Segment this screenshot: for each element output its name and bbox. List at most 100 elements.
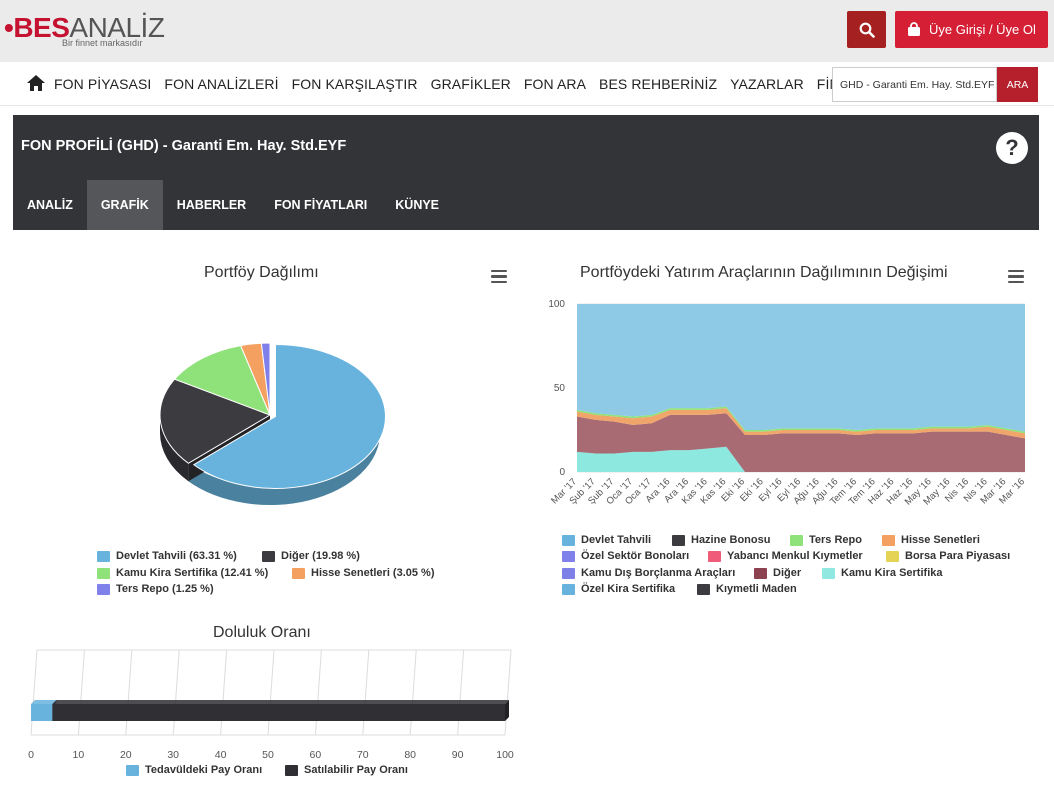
x-tick-label: 50: [262, 749, 274, 761]
y-tick-label: 100: [548, 299, 565, 310]
nav-fon-ara[interactable]: FON ARA: [523, 76, 587, 92]
pie-chart: [159, 342, 386, 505]
fund-search-button[interactable]: ARA: [997, 67, 1038, 102]
bar-side: [505, 700, 509, 721]
grid-line: [220, 649, 228, 736]
area-legend-item[interactable]: Yabancı Menkul Kıymetler: [708, 550, 863, 562]
pie-slice-kamu-kira-sertifika[interactable]: [173, 345, 271, 416]
legend-swatch: [126, 764, 139, 776]
grid-line: [125, 649, 133, 736]
legend-swatch: [97, 550, 110, 562]
home-icon[interactable]: [26, 74, 46, 92]
nav-fon-analizleri[interactable]: FON ANALİZLERİ: [164, 76, 279, 92]
legend-label: Diğer (19.98 %): [281, 550, 360, 562]
tab-grafik[interactable]: GRAFİK: [86, 180, 163, 230]
pie-slice-diğer[interactable]: [159, 378, 272, 464]
legend-label: Kıymetli Maden: [716, 583, 797, 595]
pie-legend-item[interactable]: Kamu Kira Sertifika (12.41 %): [97, 567, 268, 579]
legend-label: Yabancı Menkul Kıymetler: [727, 550, 863, 562]
area-legend-item[interactable]: Borsa Para Piyasası: [886, 550, 1010, 562]
pie-legend-item[interactable]: Diğer (19.98 %): [262, 550, 360, 562]
legend-label: Özel Kira Sertifika: [581, 583, 676, 595]
area-series-diğer[interactable]: [577, 413, 1025, 472]
legend-swatch: [262, 550, 275, 562]
pie-legend-item[interactable]: Ters Repo (1.25 %): [97, 583, 214, 595]
x-tick-label: 100: [496, 749, 514, 761]
bar-top: [52, 700, 509, 704]
area-legend-item[interactable]: Ters Repo: [790, 534, 862, 546]
legend-label: Ters Repo (1.25 %): [116, 583, 214, 595]
doluluk-legend-item[interactable]: Tedavüldeki Pay Oranı: [126, 764, 262, 776]
legend-label: Kamu Kira Sertifika (12.41 %): [116, 567, 269, 579]
legend-label: Devlet Tahvili: [581, 534, 652, 546]
area-legend-item[interactable]: Kamu Dış Borçlanma Araçları: [562, 567, 735, 579]
bar-segment-tedavüldeki-pay-oranı[interactable]: [31, 704, 53, 721]
profile-tabs: ANALİZ GRAFİK HABERLER FON FİYATLARI KÜN…: [13, 180, 453, 230]
grid-line: [362, 649, 370, 736]
grid-line: [457, 649, 465, 736]
besanaliz-logo[interactable]: •BESANALİZ Bir finnet markasıdır: [4, 10, 165, 54]
nav-bes-rehberiniz[interactable]: BES REHBERİNİZ: [599, 76, 718, 92]
legend-swatch: [697, 583, 710, 595]
area-legend-item[interactable]: Kamu Kira Sertifika: [822, 567, 942, 579]
x-tick-label: 60: [310, 749, 322, 761]
legend-label: Borsa Para Piyasası: [905, 550, 1011, 562]
legend-swatch: [882, 534, 895, 546]
tab-fon-fiyatlari[interactable]: FON FİYATLARI: [274, 198, 368, 212]
area-chart-menu-icon[interactable]: [1008, 270, 1024, 284]
pie-chart-title: Portföy Dağılımı: [204, 264, 319, 281]
pie-slice-side: [160, 415, 189, 482]
pie-slice-ters-repo[interactable]: [260, 342, 271, 416]
logo-tagline: Bir finnet markasıdır: [62, 38, 143, 48]
fund-select[interactable]: GHD - Garanti Em. Hay. Std.EYF ▼: [832, 67, 1006, 102]
search-icon: [859, 22, 875, 38]
pie-slice-devlet-tahvili[interactable]: [192, 343, 386, 489]
area-series-hisse-senetleri[interactable]: [577, 408, 1025, 439]
pie-legend-item[interactable]: Devlet Tahvili (63.31 %): [97, 550, 237, 562]
x-tick-label: 0: [28, 749, 34, 761]
legend-swatch: [672, 534, 685, 546]
doluluk-chart-title: Doluluk Oranı: [213, 624, 311, 641]
pie-chart-menu-icon[interactable]: [491, 270, 507, 284]
page-title: FON PROFİLİ (GHD) - Garanti Em. Hay. Std…: [21, 138, 347, 154]
grid-line: [409, 649, 417, 736]
x-tick-label: 20: [120, 749, 132, 761]
legend-swatch: [754, 567, 767, 579]
area-legend-item[interactable]: Hisse Senetleri: [882, 534, 980, 546]
tab-analiz[interactable]: ANALİZ: [27, 198, 73, 212]
grid-line: [504, 649, 512, 736]
grid-line: [30, 649, 38, 736]
grid-line: [314, 649, 322, 736]
nav-grafikler[interactable]: GRAFİKLER: [430, 76, 511, 92]
grid-line: [77, 649, 85, 736]
area-legend-item[interactable]: Hazine Bonosu: [672, 534, 770, 546]
logo-text: •BESANALİZ: [4, 12, 165, 43]
nav-fon-karsilastir[interactable]: FON KARŞILAŞTIR: [291, 76, 418, 92]
legend-swatch: [822, 567, 835, 579]
tab-kunye[interactable]: KÜNYE: [395, 198, 440, 212]
area-legend-item[interactable]: Kıymetli Maden: [697, 583, 797, 595]
area-legend-item[interactable]: Özel Kira Sertifika: [562, 583, 675, 595]
nav-yazarlar[interactable]: YAZARLAR: [730, 76, 804, 92]
bar-top: [31, 700, 57, 704]
bar-segment-satılabilir-pay-oranı[interactable]: [52, 704, 505, 721]
nav-fon-piyasasi[interactable]: FON PİYASASI: [54, 76, 152, 92]
pie-legend-item[interactable]: Hisse Senetleri (3.05 %): [292, 567, 435, 579]
legend-swatch: [708, 550, 721, 562]
pie-slice-side: [188, 415, 380, 505]
area-series-devlet-tahvili[interactable]: [577, 304, 1025, 432]
login-register-button[interactable]: Üye Girişi / Üye Ol: [895, 11, 1048, 48]
area-legend-item[interactable]: Devlet Tahvili: [562, 534, 651, 546]
area-series-kamu-kira-sertifika[interactable]: [577, 446, 1025, 472]
tab-haberler[interactable]: HABERLER: [176, 198, 247, 212]
question-icon[interactable]: ?: [996, 132, 1028, 164]
area-legend-item[interactable]: Özel Sektör Bonoları: [562, 550, 689, 562]
legend-swatch: [562, 567, 575, 579]
x-tick-label: 90: [452, 749, 464, 761]
area-legend-item[interactable]: Diğer: [754, 567, 801, 579]
legend-label: Hazine Bonosu: [691, 534, 771, 546]
doluluk-legend-item[interactable]: Satılabilir Pay Oranı: [285, 764, 408, 776]
legend-label: Kamu Kira Sertifika: [841, 567, 943, 579]
search-button[interactable]: [847, 11, 886, 48]
top-bar: •BESANALİZ Bir finnet markasıdır Üye Gir…: [0, 0, 1054, 62]
